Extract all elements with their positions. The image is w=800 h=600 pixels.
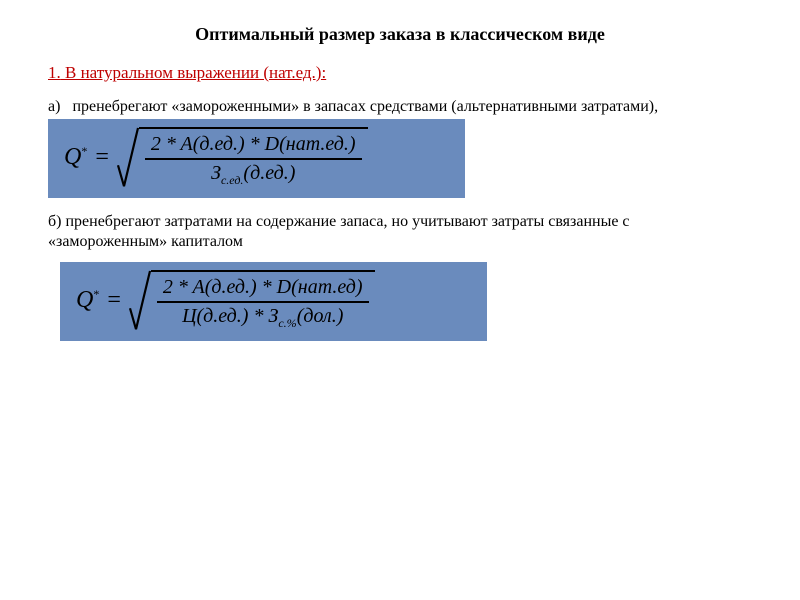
formula-b-numerator: 2 * A(д.ед.) * D(нат.ед): [157, 274, 369, 303]
formula-a-sup: *: [81, 144, 87, 158]
formula-b-radicand: 2 * A(д.ед.) * D(нат.ед) Ц(д.ед.) * Зс.%…: [151, 270, 375, 331]
radical-icon: [117, 127, 139, 188]
formula-b-den-p2: (дол.): [297, 305, 344, 327]
formula-b-eq: =: [107, 287, 121, 314]
formula-a-sqrt: 2 * A(д.ед.) * D(нат.ед.) Зс.ед.(д.ед.): [117, 127, 368, 188]
item-a-label: а): [48, 98, 60, 115]
formula-b-fraction: 2 * A(д.ед.) * D(нат.ед) Ц(д.ед.) * Зс.%…: [157, 274, 369, 331]
item-a: а) пренебрегают «замороженными» в запаса…: [48, 97, 752, 117]
page-title: Оптимальный размер заказа в классическом…: [48, 24, 752, 45]
formula-a-den-sub: с.ед.: [221, 173, 243, 187]
item-b-label: б): [48, 213, 61, 230]
item-a-text: пренебрегают «замороженными» в запасах с…: [72, 98, 658, 115]
formula-b-den-p1: Ц(д.ед.) * З: [182, 305, 278, 327]
radical-icon: [129, 270, 151, 331]
item-b-text: пренебрегают затратами на содержание зап…: [48, 213, 630, 250]
formula-a-q: Q: [64, 144, 81, 170]
formula-b-box: Q* = 2 * A(д.ед.) * D(нат.ед) Ц(д.ед.) *…: [60, 262, 487, 341]
formula-b: Q* = 2 * A(д.ед.) * D(нат.ед) Ц(д.ед.) *…: [76, 270, 471, 331]
formula-b-den-sub: с.%: [278, 316, 296, 330]
section-heading: 1. В натуральном выражении (нат.ед.):: [48, 63, 752, 83]
formula-b-lhs: Q*: [76, 287, 99, 314]
formula-a-box: Q* = 2 * A(д.ед.) * D(нат.ед.) Зс.ед.(д.…: [48, 119, 465, 198]
formula-a-lhs: Q*: [64, 144, 87, 171]
section-heading-text: В натуральном выражении (нат.ед.):: [65, 63, 326, 82]
formula-a-fraction: 2 * A(д.ед.) * D(нат.ед.) Зс.ед.(д.ед.): [145, 131, 362, 188]
section-number: 1.: [48, 63, 61, 82]
formula-a: Q* = 2 * A(д.ед.) * D(нат.ед.) Зс.ед.(д.…: [64, 127, 449, 188]
formula-b-q: Q: [76, 287, 93, 313]
formula-a-den-z: З: [211, 162, 221, 184]
formula-a-radicand: 2 * A(д.ед.) * D(нат.ед.) Зс.ед.(д.ед.): [139, 127, 368, 188]
formula-a-denominator: Зс.ед.(д.ед.): [145, 160, 362, 188]
item-b: б) пренебрегают затратами на содержание …: [48, 212, 752, 252]
formula-a-eq: =: [95, 144, 109, 171]
formula-b-sup: *: [93, 287, 99, 301]
page: Оптимальный размер заказа в классическом…: [0, 0, 800, 341]
formula-a-numerator: 2 * A(д.ед.) * D(нат.ед.): [145, 131, 362, 160]
formula-b-sqrt: 2 * A(д.ед.) * D(нат.ед) Ц(д.ед.) * Зс.%…: [129, 270, 375, 331]
formula-b-denominator: Ц(д.ед.) * Зс.%(дол.): [157, 303, 369, 331]
formula-a-den-suffix: (д.ед.): [243, 162, 295, 184]
